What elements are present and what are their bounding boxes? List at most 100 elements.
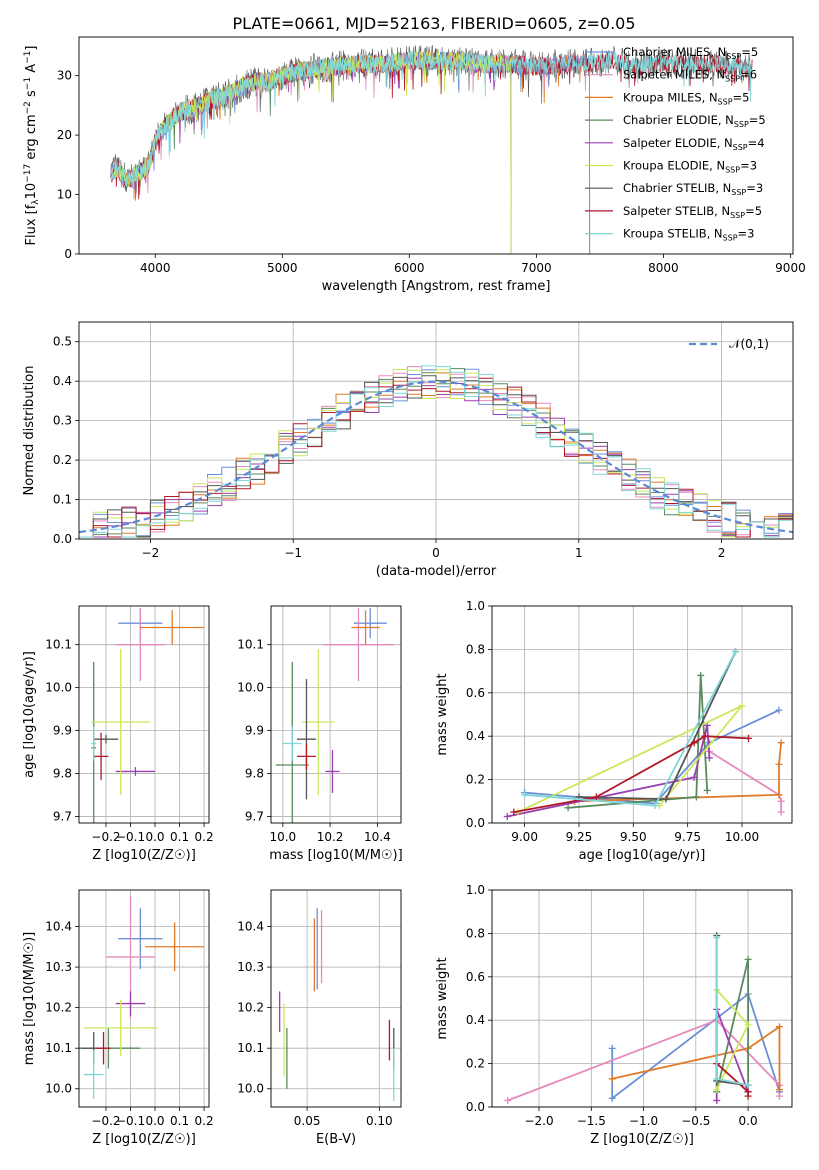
legend-tail: =3 [740, 159, 757, 173]
massweight-marker [745, 734, 753, 742]
massweight-marker [608, 1094, 616, 1102]
legend-entry: Kroupa MILES, NSSP=5 [623, 90, 749, 106]
massweight-marker [510, 808, 518, 816]
plot-content [279, 908, 395, 1101]
y-tick-label: 0.1 [53, 493, 72, 507]
massweight-marker [692, 793, 700, 801]
errorbar-point [325, 749, 340, 793]
axes-frame [78, 36, 794, 255]
plot-area [79, 606, 209, 823]
x-tick-label: 10.4 [364, 830, 391, 844]
legend-tail: =4 [748, 136, 765, 150]
y-tick-label: 9.9 [245, 724, 264, 738]
legend-entry: Chabrier MILES, NSSP=5 [623, 45, 758, 61]
massweight-marker [690, 739, 698, 747]
axes-age-vs-massweight: 9.00 9.25 9.50 9.75 10.00 0.0 0.2 0.4 0.6 0.8 1.0 a… [435, 599, 793, 863]
axes-Z-vs-age: −0.2−0.1 0.0 0.1 0.2 9.7 9.8 9.9 10.0 10.1 Z [log… [22, 605, 214, 863]
legend-label: Chabrier ELODIE, N [623, 113, 734, 127]
massweight-marker [713, 1086, 721, 1094]
y-tick-label: 0.6 [466, 686, 485, 700]
histogram-step-8 [79, 365, 793, 538]
axes-frame [78, 321, 794, 540]
axes-frame [491, 889, 793, 1108]
y-tick-label: 1.0 [466, 599, 485, 613]
x-tick-label: −0.2 [91, 1114, 120, 1128]
massweight-marker [701, 732, 709, 740]
x-tick-label: 0.05 [294, 1114, 321, 1128]
x-tick-label: 10.00 [725, 830, 759, 844]
massweight-marker [738, 702, 746, 710]
y-tick-label: 30 [57, 69, 72, 83]
legend-label: Salpeter STELIB, N [623, 204, 730, 218]
x-axis-label: age [log10(age/yr)] [579, 848, 706, 863]
axes-frame [270, 605, 402, 824]
x-tick-label: 10.2 [317, 830, 344, 844]
y-tick-label: 10.0 [237, 681, 264, 695]
errorbar-point [297, 743, 316, 770]
massweight-marker [713, 934, 721, 942]
x-tick-label: 4000 [140, 261, 171, 275]
massweight-marker [690, 773, 698, 781]
plot-area [271, 606, 401, 823]
y-axis-label-part: A [24, 64, 39, 77]
massweight-marker [777, 797, 785, 805]
legend-tail: =3 [738, 227, 755, 241]
x-tick-label: 8000 [648, 261, 679, 275]
x-tick-label: 6000 [394, 261, 425, 275]
y-tick-label: 0.4 [466, 729, 485, 743]
y-axis-label: mass [log10(M/M☉)] [22, 932, 37, 1065]
x-axis-label: (data-model)/error [376, 564, 497, 579]
x-tick-label: 0.2 [195, 1114, 214, 1128]
x-tick-label: 0.1 [170, 830, 189, 844]
y-tick-label: 10.1 [45, 1041, 72, 1055]
massweight-marker [744, 1092, 752, 1100]
legend-tail: =5 [741, 45, 758, 59]
legend-tail: =5 [745, 204, 762, 218]
axes-frame [78, 605, 210, 824]
y-axis-label: mass weight [435, 957, 450, 1039]
errorbar-point [118, 908, 163, 970]
y-axis-label-part: −1 [23, 77, 33, 90]
y-tick-label: 10.0 [45, 1082, 72, 1096]
plot-content [110, 44, 753, 254]
legend-sub: SSP [733, 143, 748, 152]
plot-content [275, 608, 394, 823]
y-tick-label: 0.6 [466, 970, 485, 984]
x-tick-label: 0.0 [145, 1114, 164, 1128]
y-tick-label: 20 [57, 128, 72, 142]
massweight-marker [503, 812, 511, 820]
errorbar-point [275, 661, 309, 823]
legend-label: Salpeter ELODIE, N [623, 136, 733, 150]
y-axis-label: Normed distribution [22, 366, 37, 496]
y-tick-label: 0.2 [466, 773, 485, 787]
y-tick-label: 9.8 [245, 767, 264, 781]
y-axis-label-part: −2 [23, 101, 33, 114]
x-tick-label: −2 [142, 546, 160, 560]
y-tick-label: 0.4 [466, 1013, 485, 1027]
y-axis-label-part: erg cm [24, 114, 39, 163]
y-tick-label: 9.7 [245, 810, 264, 824]
histogram-step-6 [79, 375, 793, 538]
y-tick-label: 9.8 [53, 767, 72, 781]
errorbar-point [353, 608, 387, 639]
plot-content [504, 932, 783, 1104]
legend-entry: Kroupa STELIB, NSSP=3 [623, 227, 754, 243]
errorbar-point [282, 726, 302, 761]
histogram-step-5 [79, 369, 793, 538]
legend-entry: Salpeter MILES, NSSP=6 [623, 68, 757, 84]
plot-content [79, 365, 793, 538]
x-tick-label: 10.0 [269, 830, 296, 844]
legend-sub: SSP [730, 211, 745, 220]
axes-spectrum: 4000 5000 6000 7000 8000 9000 0 10 20 30 wavelengt… [23, 36, 806, 294]
x-axis-label: Z [log10(Z/Z☉)] [92, 848, 196, 863]
massweight-marker [713, 1075, 721, 1083]
y-tick-label: 0 [64, 247, 72, 261]
y-tick-label: 10.4 [237, 920, 264, 934]
y-tick-label: 10.1 [237, 638, 264, 652]
massweight-marker [504, 1096, 512, 1104]
errorbar-point [301, 648, 335, 796]
legend-label: Kroupa STELIB, N [623, 227, 723, 241]
massweight-marker [775, 1086, 783, 1094]
y-axis-label: age [log10(age/yr)] [22, 651, 37, 778]
